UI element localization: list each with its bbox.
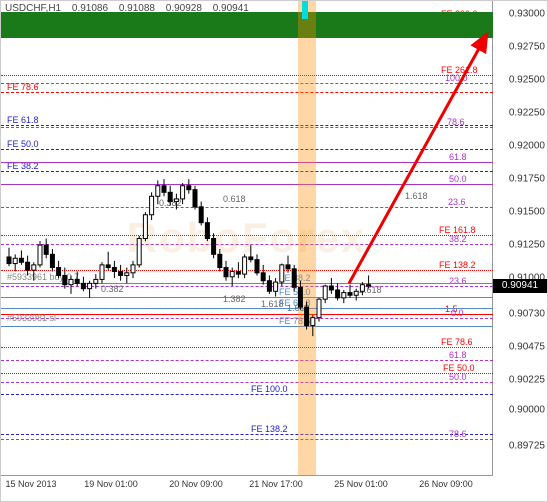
x-tick: 21 Nov 17:00 [249,479,303,489]
x-axis: 15 Nov 2013 19 Nov 01:00 20 Nov 09:00 21 No… [1,475,493,501]
current-price-marker: 0.90941 [493,279,547,293]
y-tick: 0.91750 [509,174,545,185]
y-tick: 0.92000 [509,141,545,152]
y-tick: 0.92750 [509,42,545,53]
x-tick: 25 Nov 01:00 [334,479,388,489]
y-tick: 0.90730 [509,308,545,319]
title-bar: USDCHF,H1 0.91086 0.91088 0.90928 0.9094… [5,3,257,14]
y-tick: 0.93000 [509,9,545,20]
y-tick: 0.92500 [509,75,545,86]
y-tick: 0.91250 [509,240,545,251]
y-tick: 0.91500 [509,207,545,218]
y-tick: 0.90225 [509,375,545,386]
x-tick: 19 Nov 01:00 [84,479,138,489]
ohlc-l: 0.90928 [166,3,202,14]
y-tick: 0.90475 [509,342,545,353]
y-tick: 0.92250 [509,108,545,119]
ohlc-o: 0.91086 [72,3,108,14]
ohlc-c: 0.90941 [213,3,249,14]
x-tick: 26 Nov 09:00 [419,479,473,489]
symbol-label: USDCHF,H1 [5,3,61,14]
y-tick: 0.89725 [509,441,545,452]
y-axis: 0.93000 0.92750 0.92500 0.92250 0.92000 0.917… [492,1,547,476]
chart-area[interactable]: RoboForex USDCHF,H1 0.91086 0.91088 0.90… [1,1,493,476]
candlestick-series [1,1,493,476]
ohlc-h: 0.91088 [119,3,155,14]
x-tick: 15 Nov 2013 [5,479,56,489]
y-tick: 0.90000 [509,405,545,416]
x-tick: 20 Nov 09:00 [169,479,223,489]
